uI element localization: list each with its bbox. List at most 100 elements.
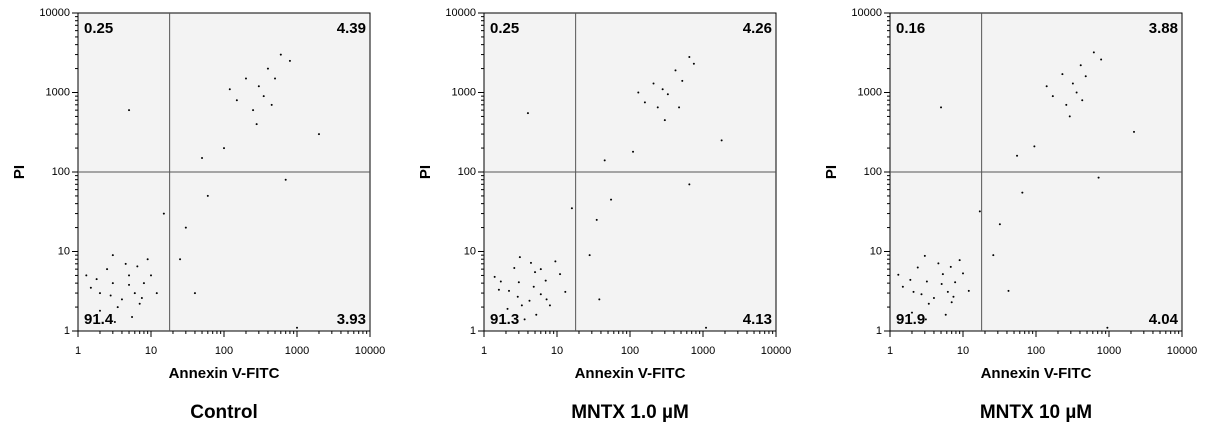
event-dot (666, 93, 669, 96)
y-axis-label: PI (11, 165, 28, 179)
event-dot (978, 210, 981, 213)
event-dot (252, 109, 255, 112)
event-dot (663, 119, 666, 122)
event-dot (967, 289, 970, 292)
quadrant-label: 0.25 (490, 20, 519, 37)
event-dot (1068, 115, 1071, 118)
quadrant-label: 0.25 (84, 20, 113, 37)
quadrant-label: 4.39 (337, 20, 366, 37)
event-dot (674, 69, 677, 72)
event-dot (499, 280, 502, 283)
event-dot (1016, 154, 1019, 157)
event-dot (516, 295, 519, 298)
event-dot (518, 256, 521, 259)
event-dot (1045, 85, 1048, 88)
event-dot (513, 267, 516, 270)
x-tick-label: 1 (887, 345, 893, 357)
quadrant-label: 3.88 (1149, 20, 1178, 37)
x-tick-label: 100 (621, 345, 639, 357)
x-axis-label: Annexin V-FITC (981, 365, 1092, 382)
x-tick-label: 1000 (285, 345, 309, 357)
panel-title: MNTX 1.0 µM (571, 402, 689, 423)
event-dot (1075, 91, 1078, 94)
quadrant-label: 4.13 (743, 311, 772, 328)
x-tick-label: 100 (1027, 345, 1045, 357)
event-dot (909, 278, 912, 281)
event-dot (111, 254, 114, 257)
event-dot (897, 273, 900, 276)
event-dot (958, 259, 961, 262)
event-dot (116, 306, 119, 309)
event-dot (539, 293, 542, 296)
event-dot (588, 254, 591, 257)
event-dot (637, 91, 640, 94)
event-dot (1061, 73, 1064, 76)
quadrant-label: 91.3 (490, 311, 519, 328)
event-dot (924, 318, 927, 321)
event-dot (1097, 176, 1100, 179)
event-dot (179, 258, 182, 261)
event-dot (98, 309, 101, 312)
event-dot (506, 307, 509, 310)
event-dot (545, 298, 548, 301)
event-dot (526, 112, 529, 115)
x-tick-label: 10 (551, 345, 563, 357)
event-dot (497, 288, 500, 291)
x-tick-label: 10 (957, 345, 969, 357)
event-dot (912, 290, 915, 293)
event-dot (927, 302, 930, 305)
y-tick-label: 10000 (445, 7, 476, 19)
event-dot (106, 268, 109, 271)
event-dot (529, 261, 532, 264)
event-dot (95, 278, 98, 281)
event-dot (941, 273, 944, 276)
event-dot (688, 55, 691, 58)
event-dot (1051, 95, 1054, 98)
event-dot (284, 178, 287, 181)
event-dot (184, 226, 187, 229)
quadrant-label: 91.4 (84, 311, 114, 328)
quadrant-label: 91.9 (896, 311, 925, 328)
event-dot (1084, 75, 1087, 78)
event-dot (1065, 103, 1068, 106)
event-dot (1033, 145, 1036, 148)
event-dot (89, 286, 92, 289)
event-dot (162, 212, 165, 215)
x-tick-label: 10000 (355, 345, 386, 357)
event-dot (705, 326, 708, 329)
panel-title: Control (190, 402, 258, 423)
event-dot (923, 254, 926, 257)
x-tick-label: 1000 (1097, 345, 1121, 357)
y-tick-label: 10 (58, 245, 70, 257)
event-dot (532, 285, 535, 288)
event-dot (940, 106, 943, 109)
y-tick-label: 1000 (858, 86, 882, 98)
event-dot (155, 292, 158, 295)
x-tick-label: 100 (215, 345, 233, 357)
y-tick-label: 10 (870, 245, 882, 257)
event-dot (128, 283, 131, 286)
event-dot (1021, 191, 1024, 194)
event-dot (643, 101, 646, 104)
event-dot (113, 320, 116, 323)
x-tick-label: 1 (481, 345, 487, 357)
event-dot (288, 59, 291, 62)
event-dot (692, 62, 695, 65)
event-dot (661, 88, 664, 91)
event-dot (206, 194, 209, 197)
y-tick-label: 1 (64, 325, 70, 337)
event-dot (632, 150, 635, 153)
event-dot (235, 99, 238, 102)
quadrant-label: 0.16 (896, 20, 925, 37)
y-tick-label: 1000 (452, 86, 476, 98)
x-axis-label: Annexin V-FITC (169, 365, 280, 382)
event-dot (255, 123, 258, 126)
y-tick-label: 1000 (46, 86, 70, 98)
y-tick-label: 10000 (39, 7, 70, 19)
event-dot (950, 301, 953, 304)
event-dot (270, 103, 273, 106)
event-dot (274, 77, 277, 80)
x-tick-label: 10000 (761, 345, 792, 357)
event-dot (150, 274, 152, 277)
event-dot (946, 290, 949, 293)
